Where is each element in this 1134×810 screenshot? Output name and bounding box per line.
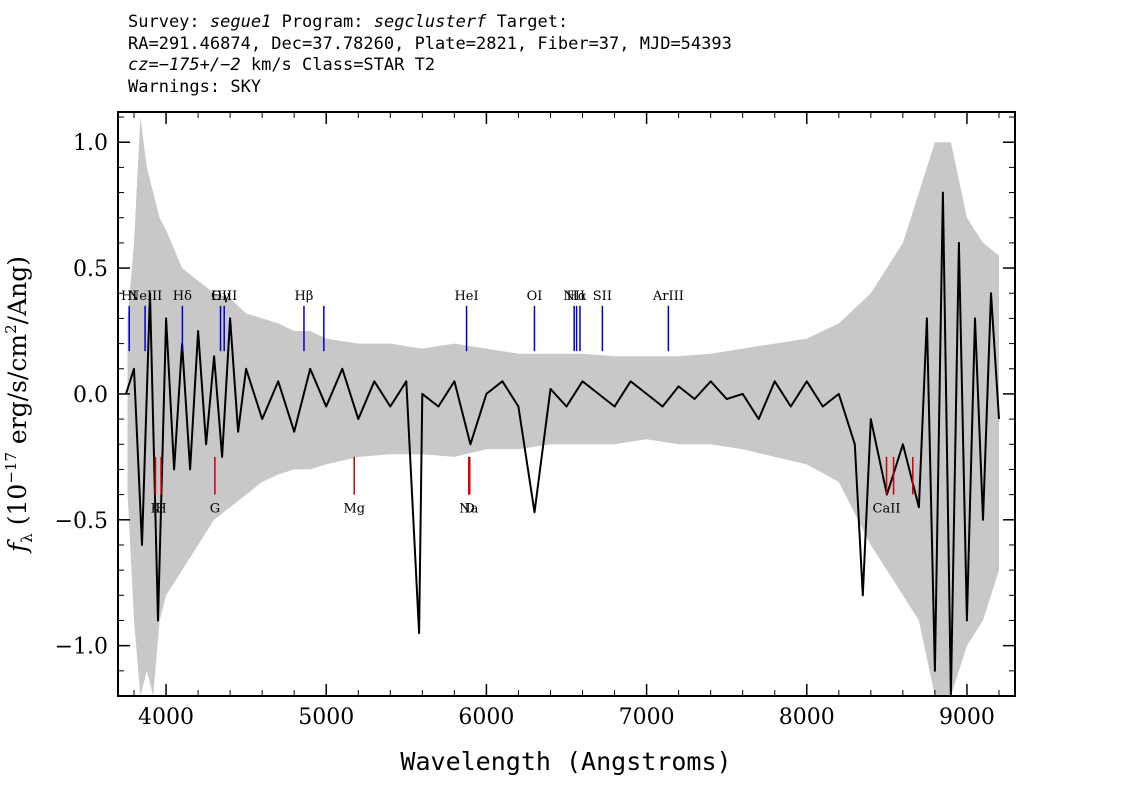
line-label-14: K bbox=[151, 502, 161, 517]
line-label-15: H bbox=[155, 502, 166, 517]
axis-ticks: 4000 5000 6000 7000 8000 9000 1.0 0.5 0.0 −0.5 −1.… bbox=[55, 112, 1015, 730]
ylabel-mid: erg/s/cm bbox=[3, 334, 32, 452]
plot-frame bbox=[117, 111, 1016, 697]
line-label-18: Na bbox=[459, 502, 478, 517]
line-label-16: G bbox=[210, 502, 220, 517]
header-line-redshift: cz=−175+/−2 km/s Class=STAR T2 bbox=[128, 55, 1028, 77]
program-value: segclusterf bbox=[373, 12, 487, 32]
survey-value: segue1 bbox=[209, 12, 272, 32]
line-label-0: HI bbox=[121, 289, 137, 304]
flux-line bbox=[125, 191, 1000, 696]
y-tick-label-0: 1.0 bbox=[73, 131, 108, 156]
ylabel-f: f bbox=[3, 539, 32, 554]
series-layer bbox=[125, 117, 1000, 696]
line-label-17: Mg bbox=[343, 502, 365, 517]
x-tick-label-2: 6000 bbox=[458, 705, 514, 730]
spectrum-header: Survey: segue1 Program: segclusterf Targ… bbox=[128, 12, 1028, 98]
line-label-7: HeI bbox=[454, 289, 478, 304]
line-label-8: OI bbox=[527, 289, 543, 304]
line-label-2: Hδ bbox=[173, 289, 192, 304]
x-tick-label-3: 7000 bbox=[619, 705, 675, 730]
line-label-10: Hα bbox=[567, 289, 587, 304]
ylabel-post: /Ang) bbox=[3, 256, 32, 324]
line-label-5: Hβ bbox=[295, 289, 314, 304]
header-line-survey: Survey: segue1 Program: segclusterf Targ… bbox=[128, 12, 1028, 34]
survey-label: Survey: bbox=[128, 12, 200, 32]
line-label-20: CaII bbox=[873, 502, 901, 517]
y-axis-label: fλ (10−17 erg/s/cm2/Ang) bbox=[2, 256, 36, 554]
line-label-1: NeIII bbox=[128, 289, 162, 304]
target-label: Target: bbox=[496, 12, 569, 32]
error-band bbox=[127, 117, 1000, 696]
line-label-19: D bbox=[465, 502, 475, 517]
ylabel-exp2: 2 bbox=[2, 324, 20, 334]
line-label-12: SII bbox=[593, 289, 612, 304]
x-tick-label-5: 9000 bbox=[939, 705, 995, 730]
class-text: km/s Class=STAR T2 bbox=[250, 55, 436, 75]
line-label-13: ArIII bbox=[652, 289, 684, 304]
x-tick-label-4: 8000 bbox=[779, 705, 835, 730]
header-line-warnings: Warnings: SKY bbox=[128, 76, 262, 97]
y-tick-label-2: 0.0 bbox=[73, 383, 108, 408]
ylabel-exp1: −17 bbox=[2, 452, 20, 484]
x-axis-label: Wavelength (Angstroms) bbox=[400, 747, 731, 776]
ylabel-sub: λ bbox=[18, 533, 36, 543]
line-label-3: Hγ bbox=[211, 289, 230, 304]
ylabel-pre: (10 bbox=[3, 484, 32, 534]
y-tick-label-4: −1.0 bbox=[55, 635, 108, 660]
x-tick-label-1: 5000 bbox=[298, 705, 354, 730]
header-line-coordinates: RA=291.46874, Dec=37.78260, Plate=2821, … bbox=[128, 33, 732, 54]
y-tick-label-1: 0.5 bbox=[73, 257, 108, 282]
line-label-9: NII bbox=[563, 289, 585, 304]
program-label: Program: bbox=[281, 12, 364, 32]
x-tick-label-0: 4000 bbox=[138, 705, 194, 730]
line-label-4: OIII bbox=[211, 289, 237, 304]
y-tick-label-3: −0.5 bbox=[55, 509, 108, 534]
cz-value: cz=−175+/−2 bbox=[128, 55, 241, 75]
